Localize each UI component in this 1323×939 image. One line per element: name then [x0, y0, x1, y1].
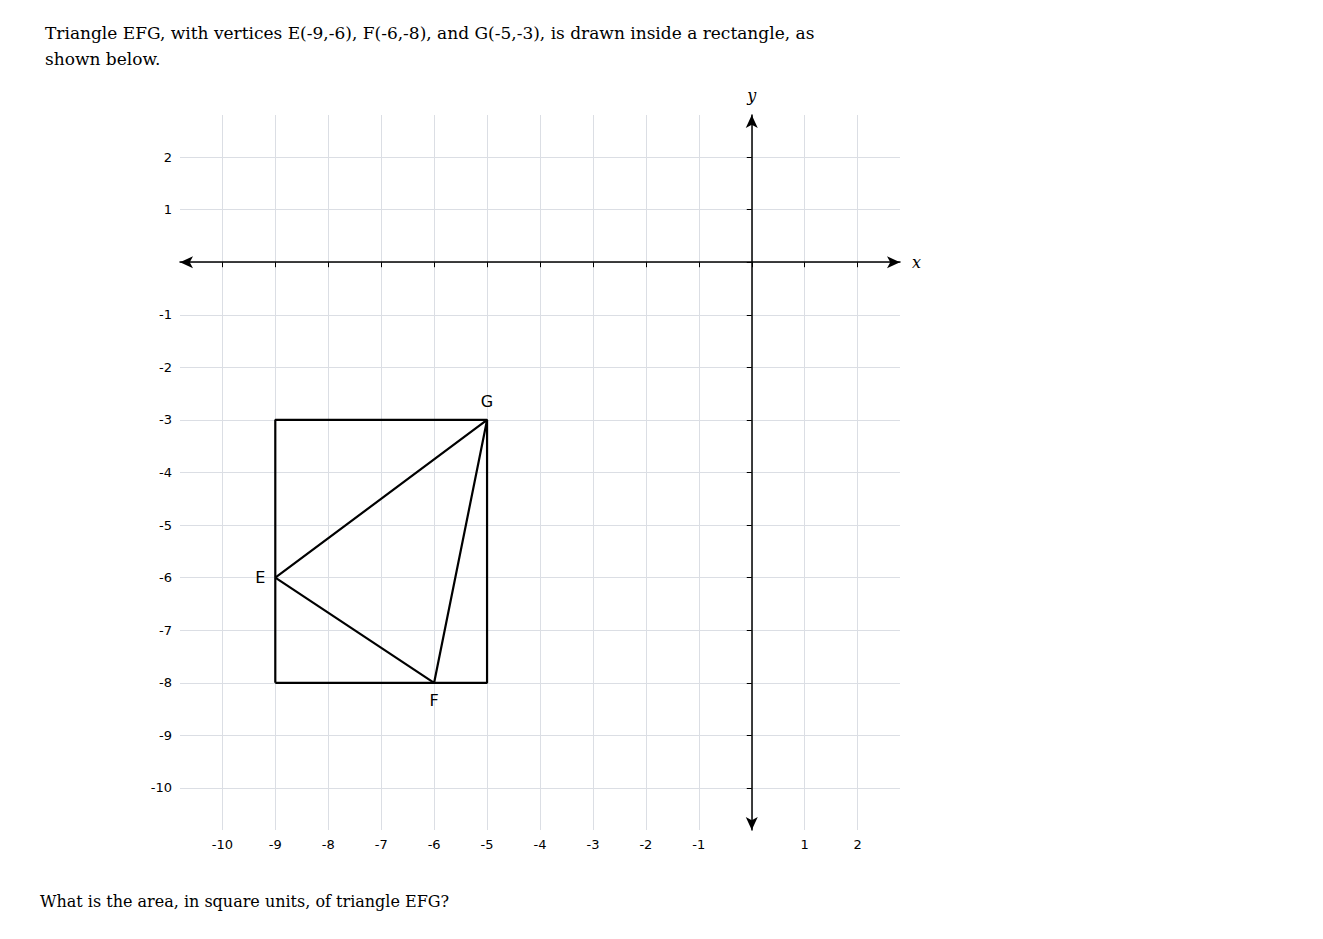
svg-text:2: 2	[854, 837, 862, 852]
svg-text:-2: -2	[159, 360, 172, 375]
svg-text:-5: -5	[481, 837, 494, 852]
svg-text:F: F	[430, 691, 439, 710]
svg-text:1: 1	[164, 202, 172, 217]
svg-text:-3: -3	[159, 412, 172, 427]
svg-text:-6: -6	[159, 570, 172, 585]
svg-text:-10: -10	[151, 780, 172, 795]
svg-text:-4: -4	[159, 465, 172, 480]
svg-text:shown below.: shown below.	[45, 49, 160, 69]
svg-text:-2: -2	[639, 837, 652, 852]
svg-text:What is the area, in square un: What is the area, in square units, of tr…	[40, 892, 449, 911]
svg-text:-4: -4	[534, 837, 547, 852]
svg-text:G: G	[481, 392, 493, 411]
svg-text:y: y	[746, 86, 757, 105]
svg-text:-10: -10	[212, 837, 233, 852]
svg-text:E: E	[255, 568, 265, 587]
svg-text:Triangle EFG, with vertices E(: Triangle EFG, with vertices E(-9,-6), F(…	[45, 23, 814, 43]
svg-text:x: x	[912, 253, 921, 272]
svg-text:-8: -8	[159, 675, 172, 690]
svg-text:-1: -1	[692, 837, 705, 852]
svg-text:-7: -7	[159, 623, 172, 638]
svg-text:-9: -9	[159, 728, 172, 743]
svg-text:-8: -8	[322, 837, 335, 852]
svg-text:-9: -9	[269, 837, 282, 852]
svg-text:-1: -1	[159, 307, 172, 322]
svg-text:-3: -3	[586, 837, 599, 852]
svg-text:2: 2	[164, 150, 172, 165]
svg-text:1: 1	[801, 837, 809, 852]
svg-text:-7: -7	[375, 837, 388, 852]
svg-text:-5: -5	[159, 518, 172, 533]
svg-text:-6: -6	[428, 837, 441, 852]
